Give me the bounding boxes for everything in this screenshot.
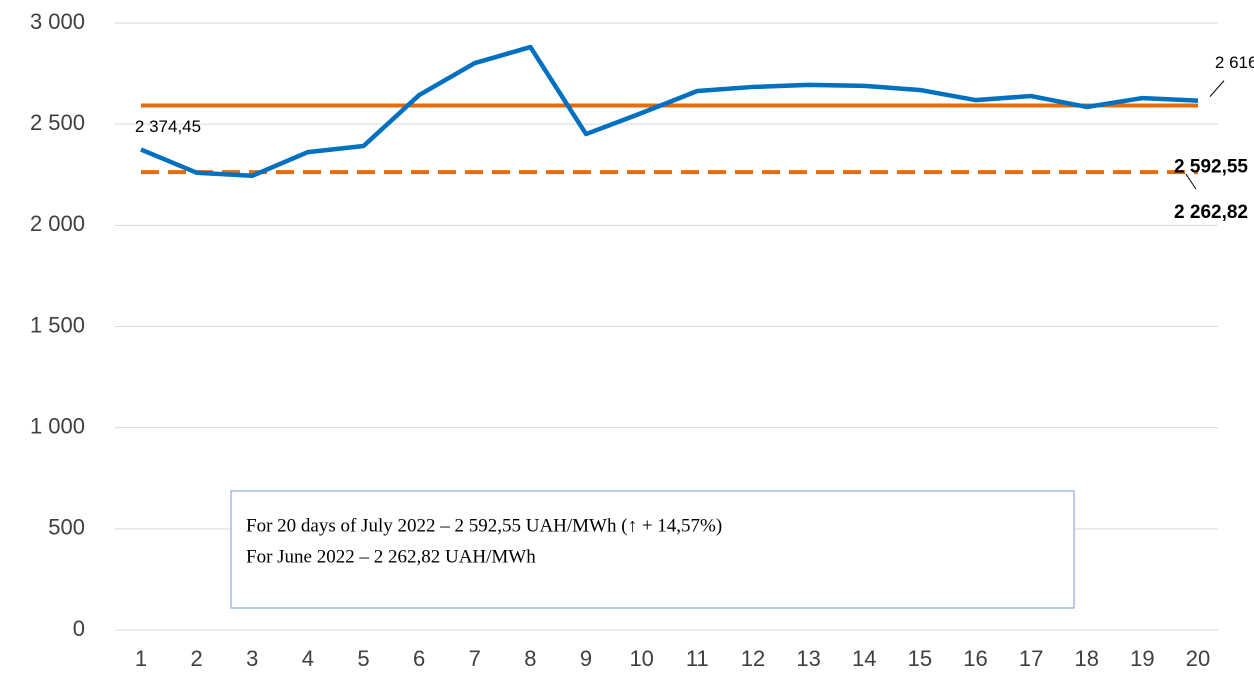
value-label: 2 616,30 — [1215, 53, 1254, 72]
x-tick-label: 20 — [1186, 646, 1210, 671]
note-line: For 20 days of July 2022 – 2 592,55 UAH/… — [246, 515, 722, 536]
reference-label: 2 262,82 — [1174, 202, 1248, 223]
note-line: For June 2022 – 2 262,82 UAH/MWh — [246, 546, 536, 567]
x-tick-label: 18 — [1074, 646, 1098, 671]
x-tick-label: 15 — [908, 646, 932, 671]
y-tick-label: 3 000 — [30, 9, 85, 34]
x-tick-label: 14 — [852, 646, 876, 671]
data-line — [140, 44, 1199, 179]
x-tick-label: 16 — [963, 646, 987, 671]
x-tick-label: 6 — [413, 646, 425, 671]
x-tick-label: 5 — [357, 646, 369, 671]
leader-line — [1185, 173, 1197, 190]
leader-line — [1209, 80, 1225, 97]
y-tick-label: 500 — [48, 515, 85, 540]
value-label: 2 374,45 — [135, 117, 201, 136]
x-tick-label: 17 — [1019, 646, 1043, 671]
x-tick-label: 11 — [686, 646, 709, 671]
x-tick-label: 13 — [796, 646, 820, 671]
x-tick-label: 4 — [302, 646, 314, 671]
x-tick-label: 1 — [135, 646, 147, 671]
note-box — [230, 490, 1075, 609]
x-tick-label: 10 — [629, 646, 653, 671]
y-tick-label: 2 000 — [30, 211, 85, 236]
x-tick-label: 9 — [580, 646, 592, 671]
y-tick-label: 1 500 — [30, 312, 85, 337]
reference-label: 2 592,55 — [1174, 156, 1248, 177]
x-tick-label: 3 — [246, 646, 258, 671]
y-tick-label: 0 — [73, 616, 85, 641]
x-tick-label: 12 — [741, 646, 765, 671]
y-tick-label: 2 500 — [30, 110, 85, 135]
x-tick-label: 19 — [1130, 646, 1154, 671]
x-tick-label: 7 — [469, 646, 481, 671]
y-tick-label: 1 000 — [30, 413, 85, 438]
x-tick-label: 8 — [524, 646, 536, 671]
x-tick-label: 2 — [191, 646, 203, 671]
